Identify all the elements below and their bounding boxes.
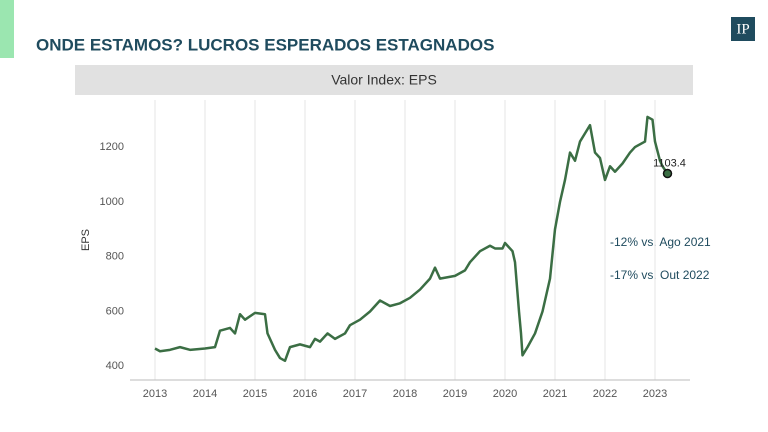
chart-title: Valor Index: EPS bbox=[331, 72, 437, 88]
end-label: 1103.4 bbox=[653, 157, 686, 169]
annotation: -17% vs. Out 2022 bbox=[610, 268, 710, 282]
annotation: -12% vs. Ago 2021 bbox=[610, 235, 711, 249]
chart-header bbox=[75, 65, 693, 95]
y-tick-label: 400 bbox=[106, 360, 124, 372]
y-tick-label: 1000 bbox=[100, 196, 124, 208]
logo-box bbox=[731, 17, 755, 41]
x-tick-label: 2015 bbox=[243, 388, 267, 400]
x-tick-label: 2016 bbox=[293, 388, 317, 400]
y-tick-label: 1200 bbox=[100, 141, 124, 153]
logo: IP bbox=[736, 21, 749, 37]
x-tick-label: 2014 bbox=[193, 388, 217, 400]
y-tick-label: 600 bbox=[106, 305, 124, 317]
accent-bar bbox=[0, 0, 14, 58]
x-tick-label: 2018 bbox=[393, 388, 417, 400]
x-tick-label: 2022 bbox=[593, 388, 617, 400]
y-tick-label: 800 bbox=[106, 251, 124, 263]
x-tick-label: 2021 bbox=[543, 388, 567, 400]
slide-title: ONDE ESTAMOS? LUCROS ESPERADOS ESTAGNADO… bbox=[36, 35, 494, 54]
end-marker bbox=[662, 168, 673, 179]
x-tick-label: 2020 bbox=[493, 388, 517, 400]
x-tick-label: 2013 bbox=[143, 388, 167, 400]
x-tick-label: 2023 bbox=[643, 388, 667, 400]
x-tick-label: 2017 bbox=[343, 388, 367, 400]
x-tick-label: 2019 bbox=[443, 388, 467, 400]
y-axis-label: EPS bbox=[80, 229, 92, 251]
line-series bbox=[154, 115, 669, 363]
